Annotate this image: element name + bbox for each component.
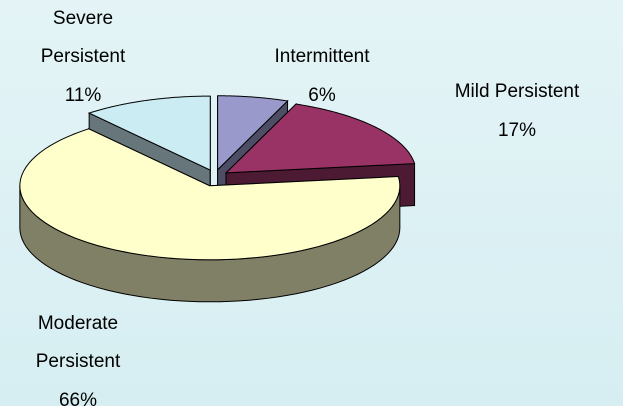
value-label: 6% [308,85,336,106]
slice-top [217,95,289,171]
category-label: Mild Persistent [454,81,580,102]
data-label: Moderate Persistent 66% [8,305,148,406]
category-label: Moderate Persistent [35,313,121,372]
category-label: Severe Persistent [40,8,126,67]
slice-top [224,103,416,174]
category-label: Intermittent [274,46,370,67]
slice [19,128,401,303]
data-label: Mild Persistent 17% [417,73,617,151]
value-label: 17% [497,120,537,141]
data-label: Intermittent 6% [222,38,422,116]
value-label: 11% [64,85,102,106]
data-label: Severe Persistent 11% [13,0,153,116]
slice-top [19,128,401,261]
slice-top [87,95,211,171]
value-label: 66% [58,390,98,406]
